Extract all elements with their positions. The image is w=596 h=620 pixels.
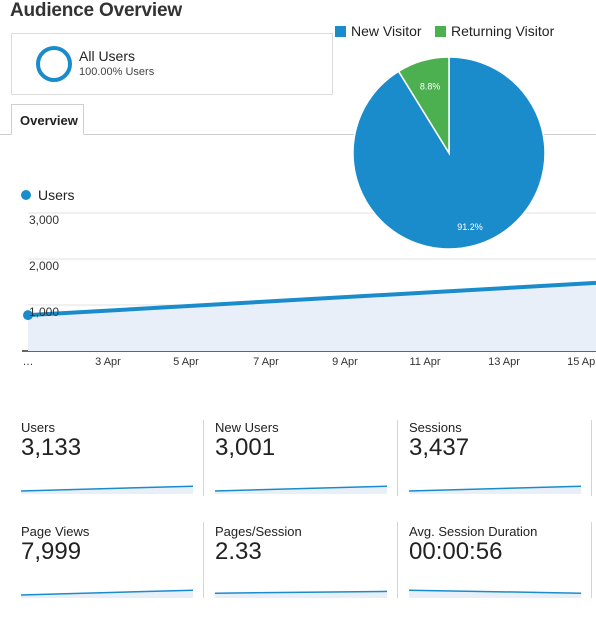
users-legend-label: Users: [38, 187, 75, 203]
line-chart-area: [28, 283, 596, 351]
metric-divider: [203, 522, 204, 598]
pie-legend-new-visitor-label: New Visitor: [351, 23, 422, 39]
metric-label: Sessions: [409, 420, 462, 435]
users-legend-dot: [21, 190, 31, 200]
x-tick-label: 9 Apr: [332, 356, 358, 368]
metric-label: New Users: [215, 420, 279, 435]
x-tick-label: 15 Apr: [567, 356, 596, 368]
returning-visitor-swatch: [435, 26, 446, 37]
metric-divider: [591, 420, 592, 496]
metric-value: 3,437: [409, 434, 469, 462]
x-tick-label: 13 Apr: [488, 356, 520, 368]
line-area-fill: [28, 283, 596, 351]
x-tick-label: 7 Apr: [253, 356, 279, 368]
metric-label: Page Views: [21, 524, 89, 539]
line-chart-legend: Users: [21, 187, 75, 203]
new-visitor-swatch: [335, 26, 346, 37]
metric-sparkline: [215, 482, 389, 494]
pie-legend-new-visitor: New Visitor: [335, 23, 422, 39]
pie-legend-returning-visitor-label: Returning Visitor: [451, 23, 554, 39]
metric-value: 7,999: [21, 538, 81, 566]
metric-sparkline: [21, 482, 195, 494]
metric-divider: [203, 420, 204, 496]
pie-data-label: 91.2%: [457, 222, 483, 232]
metric-sparkline: [409, 482, 583, 494]
metric-label: Pages/Session: [215, 524, 302, 539]
metric-divider: [397, 522, 398, 598]
metric-value: 3,001: [215, 434, 275, 462]
line-chart-y-ticks: 3,000 2,000 1,000: [29, 213, 59, 319]
metric-label: Users: [21, 420, 55, 435]
visitor-pie-chart: 91.2% 8.8%: [350, 55, 550, 255]
metric-sparkline: [21, 586, 195, 598]
metric-value: 3,133: [21, 434, 81, 462]
pie-legend-returning-visitor: Returning Visitor: [435, 23, 554, 39]
metric-value: 2.33: [215, 538, 262, 566]
metric-sparkline: [215, 586, 389, 598]
pie-data-label: 8.8%: [420, 82, 441, 92]
y-tick-label: 2,000: [29, 259, 59, 273]
y-tick-label: 1,000: [29, 305, 59, 319]
line-chart-x-ticks: … 3 Apr 5 Apr 7 Apr 9 Apr 11 Apr 13 Apr 15 Apr: [23, 356, 596, 368]
x-tick-label: 11 Apr: [410, 356, 441, 368]
x-tick-label: 3 Apr: [95, 356, 121, 368]
metric-label: Avg. Session Duration: [409, 524, 537, 539]
x-tick-label: 5 Apr: [173, 356, 199, 368]
metric-sparkline: [409, 586, 583, 598]
metric-divider: [397, 420, 398, 496]
metric-divider: [591, 522, 592, 598]
metric-value: 00:00:56: [409, 538, 502, 566]
x-tick-label: …: [23, 356, 34, 368]
y-tick-label: 3,000: [29, 213, 59, 227]
